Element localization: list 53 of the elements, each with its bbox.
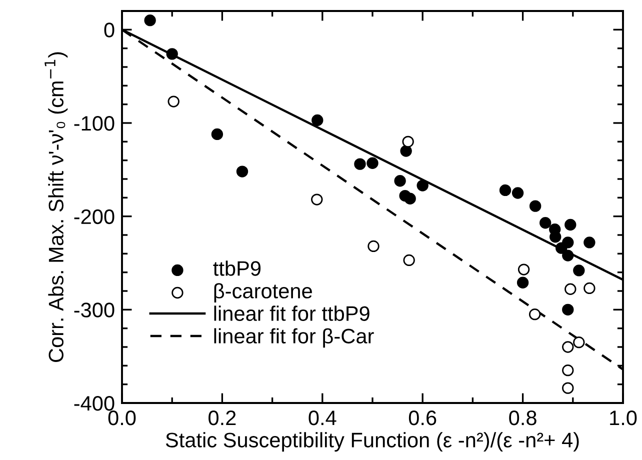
point [368, 240, 380, 252]
point [573, 336, 585, 348]
legend-label: linear fit for ttbP9 [214, 306, 370, 321]
x-tick-label: 0.4 [308, 410, 336, 426]
point [402, 136, 414, 148]
point [516, 276, 529, 288]
point [564, 283, 576, 295]
point [312, 114, 324, 126]
y-tick-label: -200 [74, 209, 114, 224]
point [562, 382, 574, 394]
point [400, 145, 412, 157]
point [499, 184, 512, 196]
point [168, 96, 180, 108]
point [540, 217, 552, 229]
y-axis-title: Corr. Abs. Max. Shift ν'-ν'₀ (cm$^{−1}$) [44, 52, 68, 362]
point [564, 218, 576, 231]
point [562, 364, 574, 376]
point [562, 341, 574, 353]
point [404, 192, 416, 204]
point [403, 254, 415, 266]
x-axis-title: Static Susceptibility Function (ε -n²)/(ε -n²+ 4) [166, 432, 579, 452]
point [584, 282, 596, 294]
legend-label: ttbP9 [213, 260, 261, 276]
point [236, 166, 248, 178]
point [416, 180, 428, 192]
point [354, 158, 366, 170]
legend-label: linear fit for β-Car [214, 328, 374, 348]
x-tick-label: 0.6 [408, 410, 436, 426]
point [562, 304, 574, 316]
legend-label: β-carotene [214, 283, 312, 303]
point [556, 242, 568, 254]
y-tick-label: -400 [74, 396, 114, 411]
point [562, 250, 574, 262]
point [550, 231, 562, 243]
y-tick-label: -300 [74, 302, 114, 318]
point [528, 308, 541, 320]
point [144, 14, 156, 26]
point [311, 194, 323, 206]
x-tick-label: 1.0 [610, 410, 637, 426]
point [512, 187, 524, 199]
y-tick-label: 0 [104, 22, 114, 38]
point [518, 264, 530, 276]
point [394, 175, 406, 187]
y-tick-label: -100 [74, 116, 114, 131]
point [366, 157, 378, 169]
x-tick-label: 0.0 [108, 410, 136, 426]
x-tick-label: 0.8 [509, 410, 536, 426]
point [529, 200, 542, 212]
point [166, 48, 178, 60]
point [211, 128, 224, 140]
point [573, 264, 585, 276]
point [584, 236, 596, 248]
x-tick-label: 0.2 [208, 410, 236, 426]
